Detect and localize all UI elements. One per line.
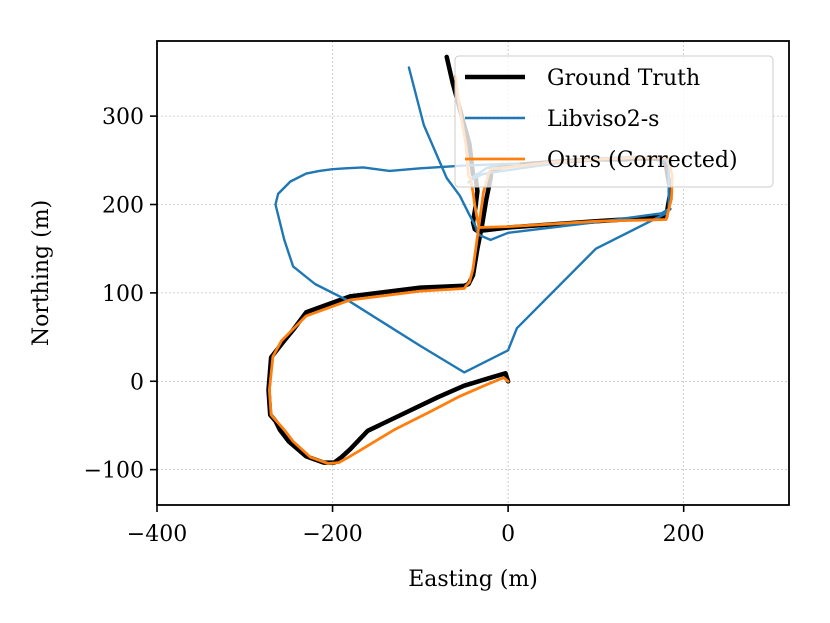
- axes-frame: [156, 40, 790, 506]
- y-tick-label: 200: [102, 194, 144, 219]
- y-tick-label: 0: [130, 370, 144, 395]
- series-line-ours-corrected: [267, 75, 674, 465]
- legend-box: [454, 55, 774, 188]
- legend: Ground Truth Libviso2-s Ours (Corrected): [454, 55, 774, 188]
- x-tick-label: −200: [302, 522, 362, 547]
- x-tick-label: 200: [663, 522, 705, 547]
- legend-label: Libviso2-s: [547, 107, 659, 132]
- legend-label: Ground Truth: [547, 66, 700, 91]
- ticks: −400 −200 0 200 −100 0 100 200 300: [84, 105, 705, 547]
- legend-label: Ours (Corrected): [547, 148, 738, 173]
- y-tick-label: −100: [84, 459, 144, 484]
- y-tick-label: 300: [102, 105, 144, 130]
- x-tick-label: −400: [127, 522, 187, 547]
- x-tick-label: 0: [501, 522, 515, 547]
- x-axis-label: Easting (m): [408, 567, 538, 592]
- y-axis-label: Northing (m): [29, 200, 54, 346]
- y-tick-label: 100: [102, 282, 144, 307]
